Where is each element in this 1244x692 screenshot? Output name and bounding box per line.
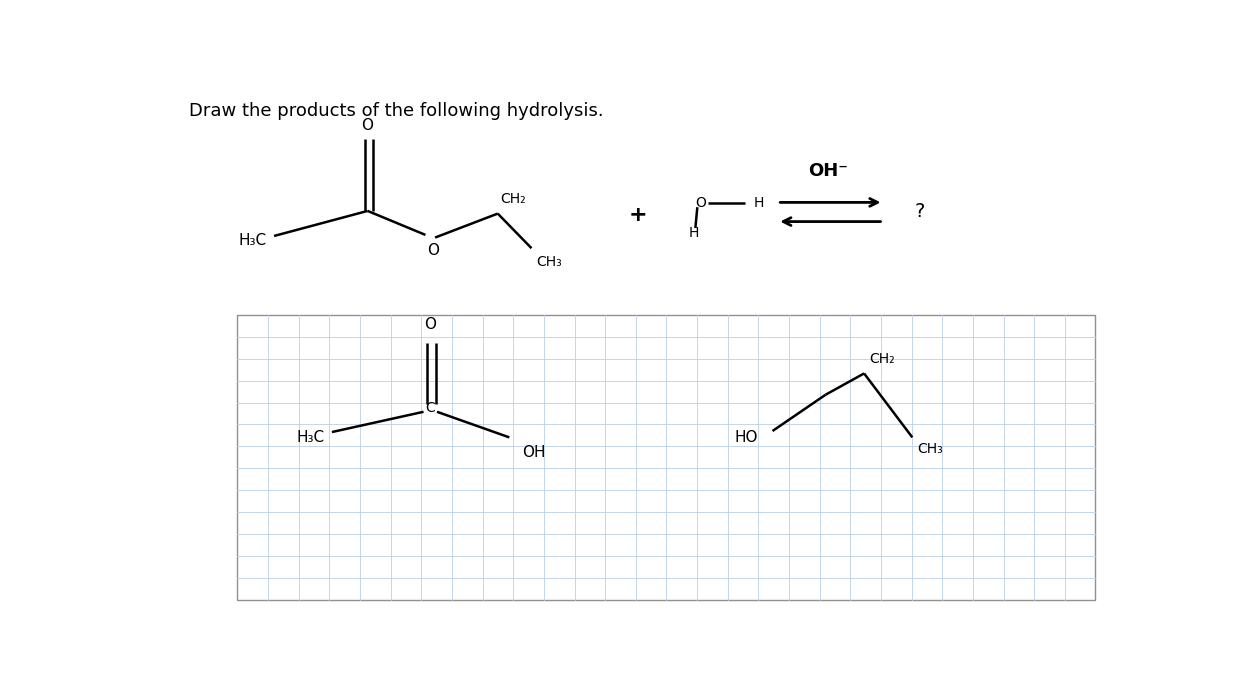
Text: CH₃: CH₃ [536, 255, 562, 268]
Text: H₃C: H₃C [239, 233, 266, 248]
Text: CH₃: CH₃ [917, 442, 943, 456]
Text: OH: OH [522, 445, 545, 459]
Text: O: O [695, 196, 705, 210]
Text: CH₂: CH₂ [868, 352, 894, 365]
Text: Draw the products of the following hydrolysis.: Draw the products of the following hydro… [189, 102, 603, 120]
Text: H: H [754, 196, 764, 210]
Text: O: O [427, 244, 439, 258]
Bar [238, 315, 1096, 600]
Text: O: O [424, 317, 437, 332]
Text: C: C [425, 401, 435, 415]
Text: H: H [688, 226, 699, 240]
Text: OH⁻: OH⁻ [809, 162, 848, 180]
Text: H₃C: H₃C [296, 430, 325, 445]
Text: ?: ? [914, 203, 926, 221]
Text: O: O [362, 118, 373, 133]
Text: HO: HO [734, 430, 758, 445]
Text: +: + [628, 206, 647, 225]
Text: CH₂: CH₂ [500, 192, 526, 206]
